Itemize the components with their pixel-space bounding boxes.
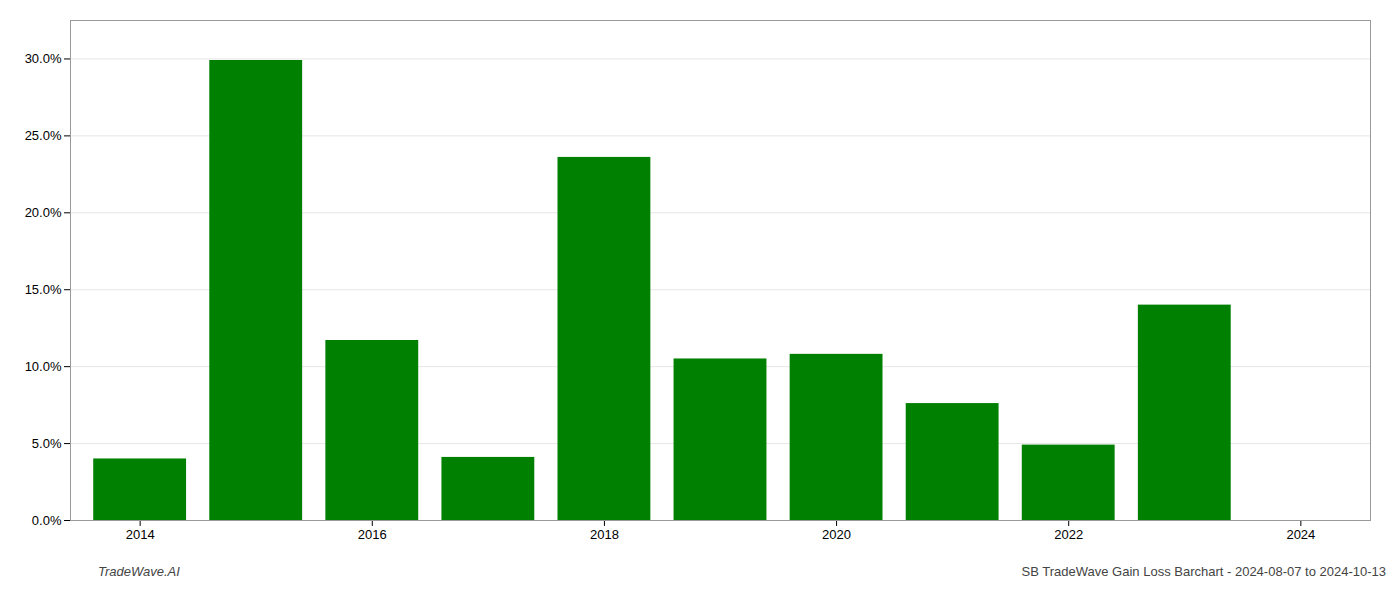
svg-text:20.0%: 20.0% [25, 205, 62, 220]
html-text:SB TradeWave Gain Loss Barchar: SB TradeWave Gain Loss Barchart - 2024-0… [1021, 564, 1386, 579]
html-text:TradeWave.AI: TradeWave.AI [98, 564, 180, 579]
svg-text:5.0%: 5.0% [32, 436, 62, 451]
svg-text:2022: 2022 [1054, 527, 1083, 542]
svg-text:2016: 2016 [358, 527, 387, 542]
svg-text:10.0%: 10.0% [25, 359, 62, 374]
svg-text:2014: 2014 [126, 527, 155, 542]
svg-text:2024: 2024 [1286, 527, 1315, 542]
svg-text:2020: 2020 [822, 527, 851, 542]
svg-text:2018: 2018 [590, 527, 619, 542]
svg-text:25.0%: 25.0% [25, 128, 62, 143]
svg-text:30.0%: 30.0% [25, 51, 62, 66]
svg-text:0.0%: 0.0% [32, 513, 62, 528]
svg-text:15.0%: 15.0% [25, 282, 62, 297]
